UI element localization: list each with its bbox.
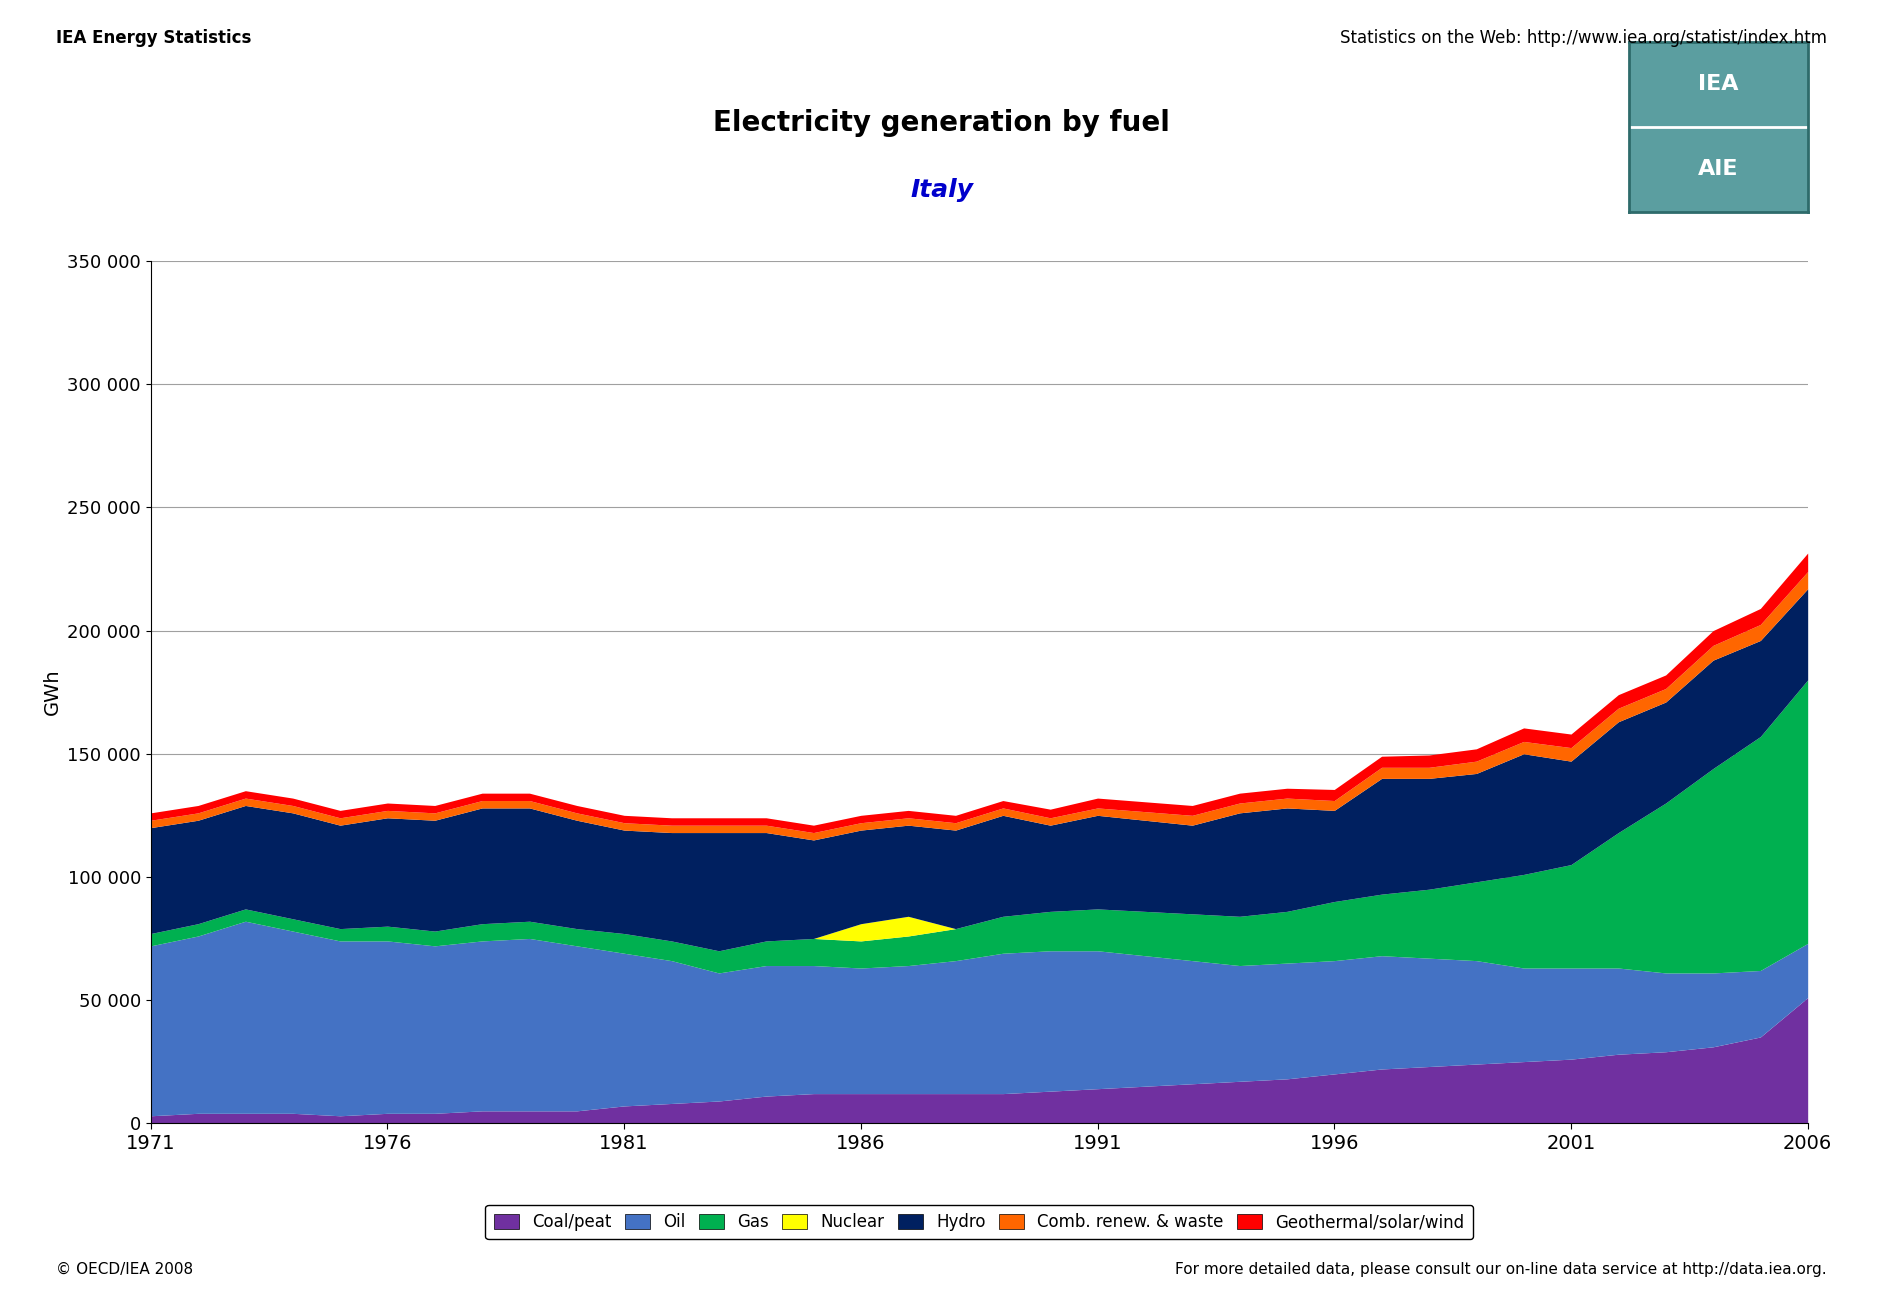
Text: Electricity generation by fuel: Electricity generation by fuel [713,110,1169,137]
Text: AIE: AIE [1698,159,1737,179]
Text: For more detailed data, please consult our on-line data service at http://data.i: For more detailed data, please consult o… [1174,1263,1826,1277]
Bar [1628,127,1807,212]
Text: IEA: IEA [1698,74,1737,94]
Text: © OECD/IEA 2008: © OECD/IEA 2008 [56,1263,194,1277]
Bar [1628,42,1807,127]
Text: IEA Energy Statistics: IEA Energy Statistics [56,29,252,47]
Text: Statistics on the Web: http://www.iea.org/statist/index.htm: Statistics on the Web: http://www.iea.or… [1338,29,1826,47]
Legend: Coal/peat, Oil, Gas, Nuclear, Hydro, Comb. renew. & waste, Geothermal/solar/wind: Coal/peat, Oil, Gas, Nuclear, Hydro, Com… [486,1204,1472,1239]
Text: Italy: Italy [909,179,973,202]
Y-axis label: GWh: GWh [43,669,62,716]
